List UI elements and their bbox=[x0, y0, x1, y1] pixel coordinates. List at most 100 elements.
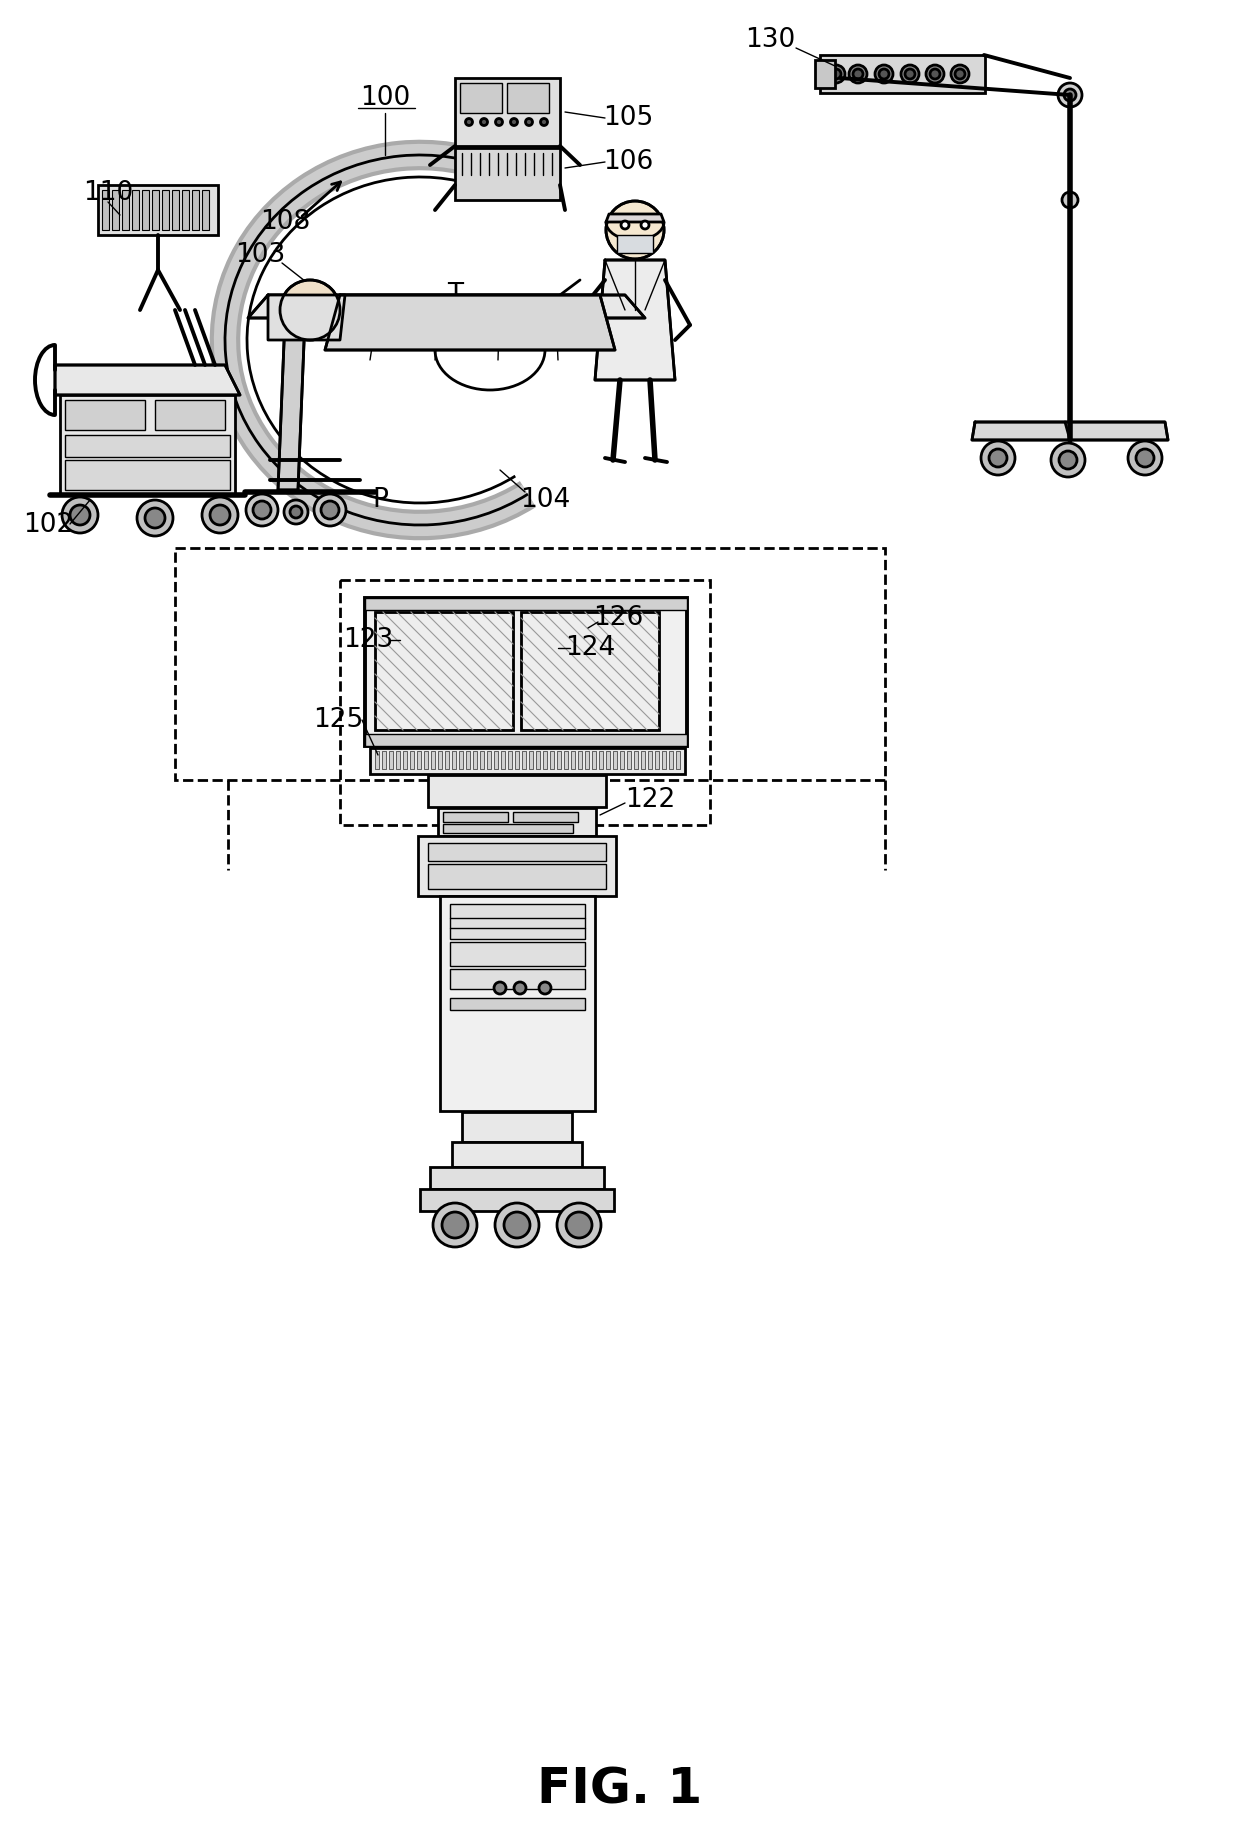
Bar bbox=[507, 82, 549, 114]
Circle shape bbox=[1064, 90, 1076, 101]
Bar bbox=[443, 824, 573, 834]
Circle shape bbox=[481, 119, 487, 126]
Text: 104: 104 bbox=[520, 487, 570, 513]
Bar bbox=[676, 751, 680, 769]
Circle shape bbox=[565, 1213, 591, 1238]
Circle shape bbox=[280, 280, 340, 341]
Circle shape bbox=[1128, 442, 1162, 474]
Bar bbox=[501, 751, 505, 769]
Bar bbox=[815, 60, 835, 88]
Bar bbox=[450, 903, 585, 940]
Bar bbox=[143, 191, 149, 231]
Bar bbox=[370, 747, 684, 773]
Bar bbox=[450, 998, 585, 1009]
Circle shape bbox=[606, 202, 663, 258]
Polygon shape bbox=[325, 295, 615, 350]
Circle shape bbox=[621, 222, 629, 229]
Circle shape bbox=[875, 64, 893, 82]
Text: T: T bbox=[446, 282, 463, 308]
Circle shape bbox=[849, 64, 867, 82]
Bar bbox=[417, 751, 422, 769]
Text: 100: 100 bbox=[360, 84, 410, 112]
Circle shape bbox=[494, 982, 506, 995]
Bar bbox=[340, 581, 711, 824]
Circle shape bbox=[314, 495, 346, 526]
Circle shape bbox=[202, 496, 238, 533]
Bar bbox=[599, 751, 603, 769]
Bar bbox=[396, 751, 401, 769]
Bar bbox=[440, 896, 595, 1110]
Bar bbox=[453, 1141, 582, 1167]
Circle shape bbox=[557, 1204, 601, 1248]
Bar bbox=[564, 751, 568, 769]
Bar bbox=[175, 548, 885, 780]
Bar bbox=[102, 191, 109, 231]
Bar bbox=[450, 969, 585, 989]
Bar bbox=[649, 751, 652, 769]
Bar bbox=[522, 751, 526, 769]
Bar bbox=[430, 1167, 604, 1189]
Circle shape bbox=[831, 70, 841, 79]
Text: 126: 126 bbox=[593, 605, 644, 630]
Circle shape bbox=[990, 449, 1007, 467]
Bar bbox=[112, 191, 119, 231]
Bar bbox=[606, 751, 610, 769]
Bar bbox=[529, 751, 533, 769]
Bar bbox=[536, 751, 539, 769]
Circle shape bbox=[534, 304, 546, 315]
Bar bbox=[578, 751, 582, 769]
Polygon shape bbox=[278, 319, 305, 489]
Circle shape bbox=[526, 119, 532, 126]
Bar bbox=[480, 751, 484, 769]
Bar bbox=[521, 612, 658, 729]
Circle shape bbox=[465, 119, 472, 126]
Bar bbox=[634, 751, 639, 769]
Bar bbox=[162, 191, 169, 231]
Bar bbox=[618, 234, 653, 253]
Bar bbox=[508, 751, 512, 769]
Bar bbox=[403, 751, 407, 769]
Circle shape bbox=[511, 119, 517, 126]
Bar bbox=[374, 612, 513, 729]
Circle shape bbox=[1052, 443, 1085, 476]
Circle shape bbox=[901, 64, 919, 82]
Bar bbox=[466, 751, 470, 769]
Bar bbox=[613, 751, 618, 769]
Bar bbox=[64, 460, 229, 489]
Circle shape bbox=[955, 70, 965, 79]
Bar bbox=[60, 396, 236, 495]
Circle shape bbox=[496, 119, 502, 126]
Bar bbox=[192, 191, 198, 231]
Bar bbox=[424, 751, 428, 769]
Bar bbox=[122, 191, 129, 231]
Bar bbox=[432, 751, 435, 769]
Bar bbox=[521, 612, 658, 729]
Bar bbox=[64, 434, 229, 456]
Circle shape bbox=[981, 442, 1016, 474]
Bar bbox=[64, 399, 145, 431]
Bar bbox=[382, 751, 386, 769]
Bar bbox=[445, 751, 449, 769]
Text: 110: 110 bbox=[83, 180, 133, 205]
Circle shape bbox=[1059, 451, 1078, 469]
Bar bbox=[131, 191, 139, 231]
Circle shape bbox=[541, 119, 548, 126]
Bar bbox=[662, 751, 666, 769]
Polygon shape bbox=[606, 214, 663, 222]
Circle shape bbox=[503, 1213, 529, 1238]
Circle shape bbox=[515, 982, 526, 995]
Polygon shape bbox=[268, 295, 345, 341]
Bar bbox=[543, 751, 547, 769]
Text: P: P bbox=[372, 487, 388, 513]
Circle shape bbox=[879, 70, 889, 79]
Bar bbox=[172, 191, 179, 231]
Bar bbox=[655, 751, 658, 769]
Bar bbox=[620, 751, 624, 769]
Bar bbox=[98, 185, 218, 234]
Bar bbox=[438, 751, 441, 769]
Text: 106: 106 bbox=[603, 148, 653, 176]
Bar bbox=[153, 191, 159, 231]
Text: 122: 122 bbox=[625, 788, 675, 813]
Polygon shape bbox=[248, 295, 645, 319]
Bar bbox=[487, 751, 491, 769]
